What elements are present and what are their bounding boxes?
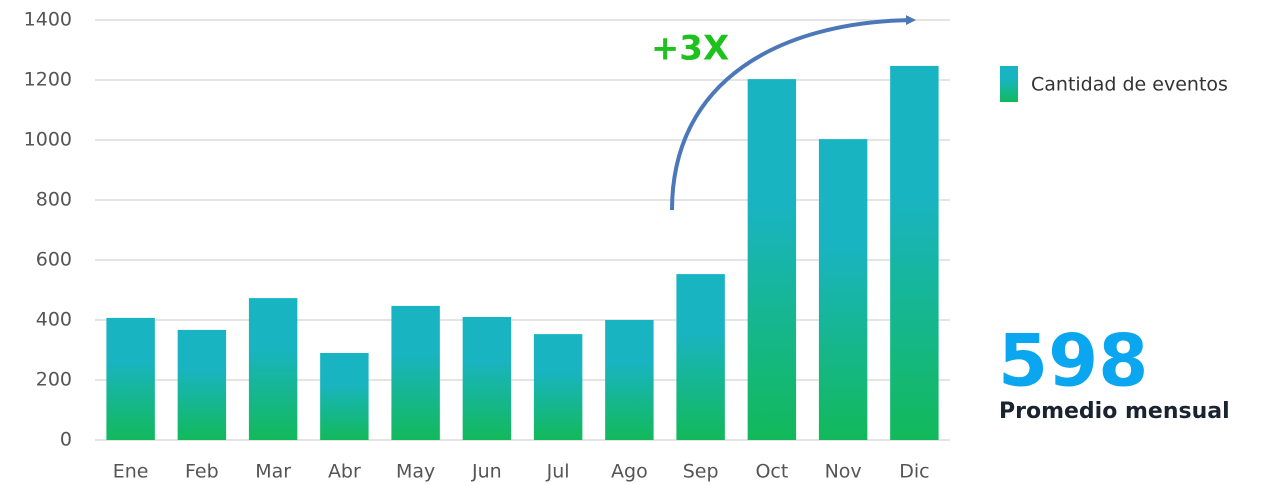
bar — [177, 329, 227, 440]
bar — [391, 305, 440, 440]
bar — [320, 353, 369, 440]
bar — [106, 317, 155, 440]
y-tick-label: 1400 — [24, 9, 72, 31]
y-tick-label: 1000 — [24, 129, 72, 151]
x-tick-label: Jun — [471, 461, 502, 483]
x-tick-label: Feb — [185, 461, 219, 483]
x-tick-label: May — [396, 461, 435, 483]
legend-swatch — [1000, 66, 1018, 102]
x-tick-label: Mar — [255, 461, 291, 483]
x-tick-label: Jul — [546, 461, 570, 483]
y-tick-label: 1200 — [24, 69, 72, 91]
average-value: 598 — [998, 319, 1148, 403]
x-tick-label: Ago — [611, 461, 648, 483]
x-tick-label: Sep — [683, 461, 719, 483]
y-tick-label: 200 — [36, 369, 72, 391]
bar — [747, 79, 797, 440]
growth-arrow — [670, 15, 916, 211]
y-tick-label: 400 — [36, 309, 72, 331]
x-tick-label: Oct — [755, 461, 788, 483]
x-tick-label: Nov — [825, 461, 862, 483]
bar — [676, 274, 725, 440]
bar — [605, 320, 654, 440]
bar — [818, 139, 868, 440]
bar — [890, 65, 939, 441]
bar — [533, 334, 583, 440]
y-tick-label: 0 — [60, 429, 72, 451]
x-tick-label: Dic — [899, 461, 929, 483]
growth-label: +3X — [651, 29, 729, 69]
bar — [462, 317, 512, 440]
x-tick-label: Ene — [113, 461, 149, 483]
average-label: Promedio mensual — [999, 399, 1230, 424]
bar — [248, 298, 298, 440]
x-tick-label: Abr — [328, 461, 361, 483]
y-tick-label: 800 — [36, 189, 72, 211]
y-tick-label: 600 — [36, 249, 72, 271]
legend-label: Cantidad de eventos — [1031, 74, 1228, 96]
